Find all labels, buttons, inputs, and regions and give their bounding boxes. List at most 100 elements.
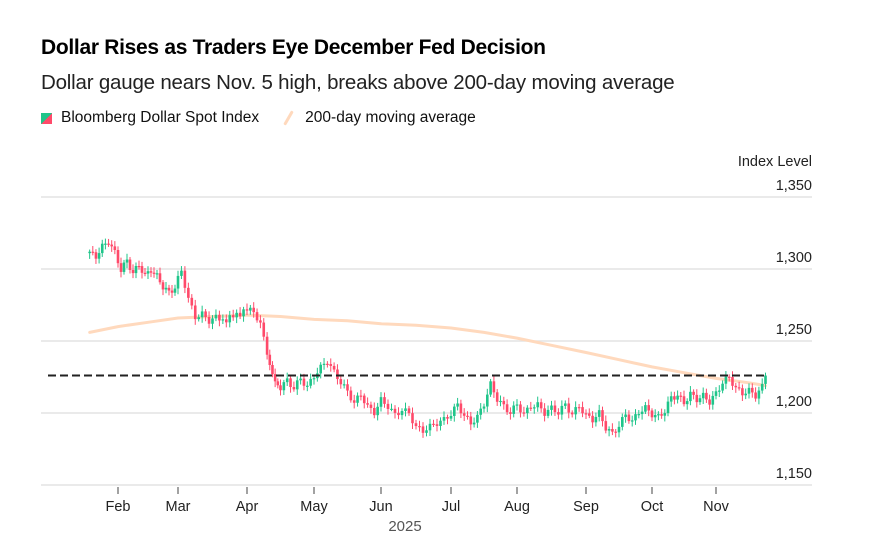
candle-body xyxy=(634,414,637,421)
candle-body xyxy=(760,383,764,391)
candle-body xyxy=(560,405,564,415)
candle-body xyxy=(442,417,446,421)
candle xyxy=(640,406,644,420)
y-tick-label: 1,300 xyxy=(776,250,812,266)
candle-body xyxy=(660,414,663,416)
candle xyxy=(650,408,654,422)
candle-body xyxy=(614,431,617,433)
candle-body xyxy=(685,401,689,405)
candle xyxy=(624,409,627,423)
candle xyxy=(692,389,695,400)
candle xyxy=(505,399,509,415)
y-tick-label: 1,350 xyxy=(776,178,812,194)
candle xyxy=(607,426,611,437)
candle xyxy=(91,245,95,256)
candle-body xyxy=(673,396,676,400)
candle-body xyxy=(238,312,242,317)
candle-body xyxy=(326,363,329,365)
candle xyxy=(259,315,262,329)
candle-body xyxy=(113,246,117,250)
y-tick-label: 1,150 xyxy=(776,466,812,482)
candle xyxy=(407,405,411,416)
candle-body xyxy=(336,369,339,380)
x-axis-year-label: 2025 xyxy=(388,518,421,535)
candle-body xyxy=(312,378,316,380)
candle xyxy=(479,403,482,420)
candle xyxy=(390,403,393,412)
candle-body xyxy=(536,402,539,408)
candle xyxy=(329,358,333,372)
candle xyxy=(207,311,211,329)
x-tick-label: Jun xyxy=(369,499,392,515)
candle xyxy=(621,413,624,431)
candle xyxy=(472,417,476,428)
candle-body xyxy=(271,364,274,375)
candle xyxy=(326,361,329,368)
candle-body xyxy=(180,270,183,276)
candle-body xyxy=(265,336,269,355)
candle-body xyxy=(705,392,708,400)
candle-body xyxy=(428,423,432,431)
candle-body xyxy=(446,417,449,419)
candle-body xyxy=(339,379,343,385)
candle xyxy=(302,373,306,391)
candle xyxy=(285,372,289,386)
candle-body xyxy=(601,410,604,422)
candle-body xyxy=(421,426,425,433)
x-tick-label: Feb xyxy=(106,499,131,515)
candle xyxy=(482,403,486,413)
candle-body xyxy=(611,429,614,432)
candle-body xyxy=(193,305,197,320)
candle xyxy=(276,378,280,389)
candle-body xyxy=(679,395,683,397)
candle xyxy=(462,408,466,421)
candle xyxy=(265,332,269,360)
candle xyxy=(669,391,673,407)
candle-body xyxy=(176,275,180,289)
candle xyxy=(754,387,757,402)
candle-body xyxy=(617,426,621,433)
candle xyxy=(760,378,764,394)
candle-body xyxy=(107,243,110,245)
candle xyxy=(376,402,379,421)
candle xyxy=(173,284,177,296)
candle xyxy=(512,401,515,418)
candle-body xyxy=(404,408,407,411)
candle xyxy=(604,415,608,434)
candle xyxy=(97,247,101,264)
candle xyxy=(757,386,761,405)
candle xyxy=(526,405,529,419)
candle xyxy=(653,409,657,423)
candle-body xyxy=(711,395,715,405)
candle-body xyxy=(292,387,296,390)
x-tick-label: Oct xyxy=(641,499,664,515)
candle-body xyxy=(200,311,204,318)
candle xyxy=(564,400,567,410)
candle xyxy=(125,253,129,269)
candle-body xyxy=(432,423,435,425)
candle xyxy=(695,389,699,408)
candle xyxy=(252,302,255,318)
candle xyxy=(435,418,439,432)
candle-body xyxy=(309,378,312,386)
candle-body xyxy=(502,400,506,405)
candle xyxy=(245,303,249,316)
candle-body xyxy=(604,421,608,431)
candle xyxy=(747,383,751,399)
candle xyxy=(574,401,577,420)
candle-body xyxy=(143,272,147,275)
candle-body xyxy=(302,378,306,386)
candle-body xyxy=(349,390,353,401)
y-tick-label: 1,200 xyxy=(776,394,812,410)
candle-body xyxy=(526,407,529,414)
y-axis-ticks: 1,350 1,300 1,250 1,200 1,150 xyxy=(776,178,812,482)
candle-body xyxy=(218,314,221,321)
candle-body xyxy=(390,408,393,410)
candle xyxy=(594,412,598,427)
candle-body xyxy=(140,266,144,273)
candle xyxy=(306,381,309,392)
candle-body xyxy=(653,414,657,418)
candle xyxy=(356,392,359,407)
candle xyxy=(425,425,428,437)
